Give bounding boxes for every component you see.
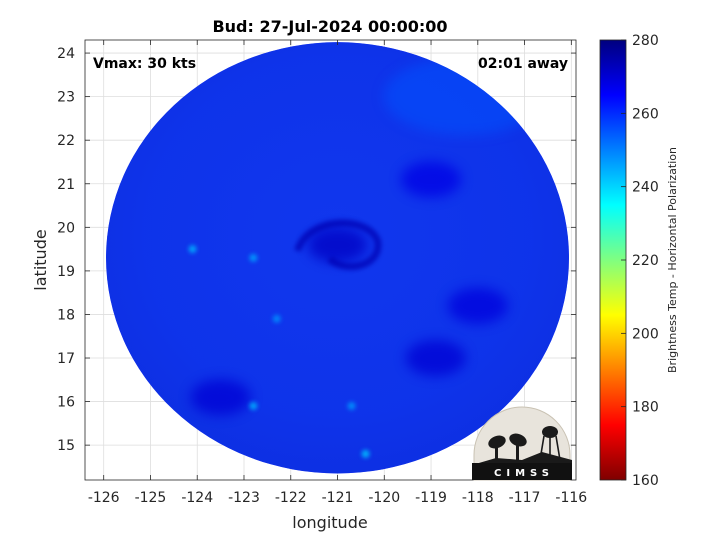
x-tick-label: -118 [462, 490, 494, 506]
x-tick-label: -116 [555, 490, 587, 506]
colorbar-tick-label: 160 [632, 473, 659, 489]
colorbar-tick-label: 220 [632, 253, 659, 269]
colorbar-tick-label: 280 [632, 33, 659, 49]
y-axis-label: latitude [31, 229, 50, 290]
y-tick-label: 20 [57, 220, 75, 236]
colorbar: 160 180 200 220 240 260 280 [599, 33, 659, 489]
logo-water-tower-tank [542, 426, 558, 438]
swath-cold-feature [249, 401, 258, 410]
x-tick-label: -126 [88, 490, 120, 506]
x-tick-label: -123 [228, 490, 260, 506]
storm-swirl [294, 219, 382, 270]
y-tick-label: 16 [57, 395, 75, 411]
plot-frame [84, 39, 577, 481]
colorbar-tick-label: 180 [632, 400, 659, 416]
plot-area [85, 40, 576, 480]
swath-cold-feature [272, 314, 281, 323]
swath-warm-feature [307, 226, 368, 263]
logo-dish-right [509, 433, 527, 447]
vmax-label: Vmax: 30 kts [93, 56, 196, 72]
logo-text: CIMSS [494, 468, 554, 479]
swath-features [106, 42, 569, 474]
chart-title: Bud: 27-Jul-2024 00:00:00 [212, 17, 447, 36]
y-tick-label: 19 [57, 264, 75, 280]
logo-dish-right-stand [516, 444, 519, 460]
x-tick-label: -122 [275, 490, 307, 506]
swath-image [106, 42, 569, 474]
cimss-logo: CIMSS [472, 406, 572, 481]
colorbar-tick-label: 260 [632, 106, 659, 122]
swath-cold-feature [188, 245, 197, 254]
logo-banner [472, 463, 572, 480]
x-tick-label: -119 [415, 490, 447, 506]
y-tick-label: 23 [57, 90, 75, 106]
logo-dish-left-stand [495, 446, 498, 460]
y-tick-label: 17 [57, 351, 75, 367]
x-tick-label: -121 [322, 490, 354, 506]
time-offset-label: 02:01 away [478, 56, 568, 72]
y-axis: 15 16 17 18 19 20 21 22 23 24 [57, 46, 576, 454]
logo-dish-left [488, 435, 506, 449]
x-tick-label: -125 [135, 490, 167, 506]
swath-cold-feature [361, 449, 370, 458]
colorbar-ticks: 160 180 200 220 240 260 280 [621, 33, 659, 489]
swath-warm-feature [190, 379, 251, 416]
swath-warm-feature [447, 287, 508, 324]
colorbar-tick-label: 240 [632, 180, 659, 196]
x-axis-label: longitude [292, 513, 367, 532]
x-tick-label: -120 [368, 490, 400, 506]
y-tick-label: 18 [57, 307, 75, 323]
y-tick-label: 15 [57, 438, 75, 454]
x-tick-label: -124 [181, 490, 213, 506]
colorbar-label: Brightness Temp - Horizontal Polarizatio… [666, 147, 679, 373]
x-tick-label: -117 [509, 490, 541, 506]
logo-water-tower-legs [539, 435, 561, 461]
swath-cold-feature [347, 401, 356, 410]
swath-cold-feature [249, 253, 258, 262]
swath-warm-feature [405, 340, 466, 377]
swath-warm-feature [401, 161, 462, 198]
y-tick-label: 21 [57, 177, 75, 193]
colorbar-tick-label: 200 [632, 326, 659, 342]
y-tick-label: 22 [57, 133, 75, 149]
y-tick-label: 24 [57, 46, 75, 62]
x-axis: -126 -125 -124 -123 -122 -121 -120 -119 -118 -117… [88, 40, 587, 506]
